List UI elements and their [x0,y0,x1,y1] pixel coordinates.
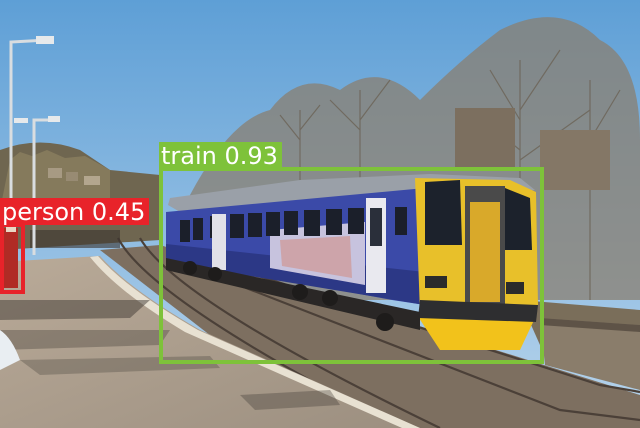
person-bounding-box [0,223,25,294]
person-class: person [2,198,85,226]
train-bounding-box [159,167,544,364]
train [166,174,538,350]
person [4,228,18,288]
train-label: train 0.93 [159,142,282,170]
person-label: person 0.45 [0,198,150,226]
person-score: 0.45 [91,198,146,226]
stone-wall [540,318,640,390]
train-score: 0.93 [224,142,278,170]
train-class: train [161,142,217,170]
